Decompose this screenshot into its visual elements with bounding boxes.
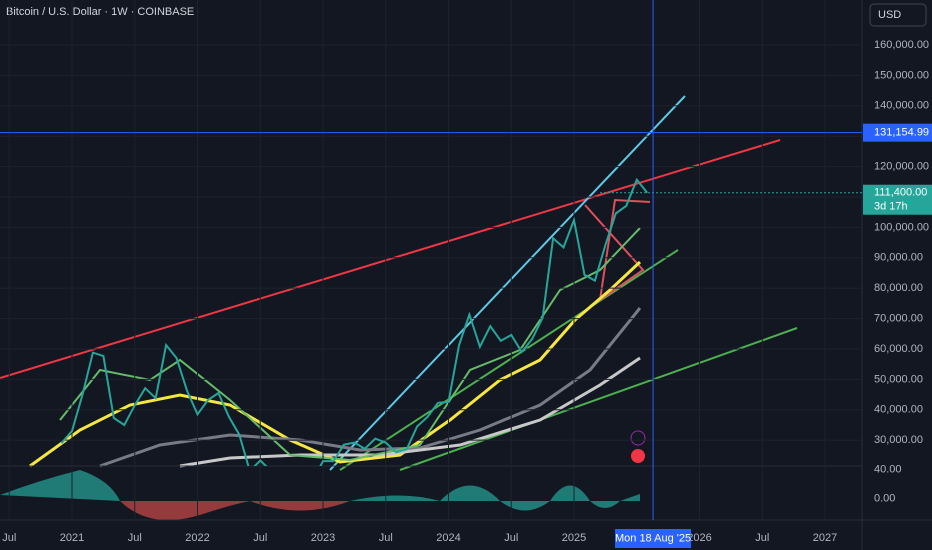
x-tick-label: Jul [253,532,267,544]
y-tick-label: 90,000.00 [874,252,923,264]
histogram-down [120,501,250,521]
indicator-tick-label: 0.00 [874,492,895,504]
crosshair-date: Mon 18 Aug '25 [615,532,691,544]
y-tick-label: 60,000.00 [874,343,923,355]
event-icon[interactable] [631,449,645,463]
y-tick-label: 70,000.00 [874,312,923,324]
moving-average [29,260,642,468]
event-icon[interactable] [630,430,646,446]
x-tick-label: 2026 [687,532,711,544]
x-tick-label: 2025 [562,532,586,544]
crosshair-date-tag [615,529,692,548]
currency-button[interactable] [869,3,927,27]
countdown: 3d 17h [874,201,908,213]
x-tick-label: Jul [128,532,142,544]
x-tick-label: Jul [755,532,769,544]
trend-line [339,249,679,471]
histogram [0,470,640,521]
crosshair-price-tag [863,123,932,142]
price-tag [863,184,932,215]
moving-average [59,227,641,462]
trend-line [399,327,798,471]
y-tick-label: 140,000.00 [874,100,929,112]
histogram-up [500,485,640,511]
y-tick-label: 40,000.00 [874,404,923,416]
trend-line [329,95,686,471]
x-tick-label: Jul [379,532,393,544]
moving-average [179,356,641,468]
y-tick-label: 100,000.00 [874,221,929,233]
y-tick-label: 80,000.00 [874,282,923,294]
histogram-down [250,501,350,511]
histogram-up [0,470,120,501]
x-tick-label: Jul [504,532,518,544]
x-tick-label: Jul [2,532,16,544]
chart-title: Bitcoin / U.S. Dollar · 1W · COINBASE [6,6,194,18]
histogram-up [350,485,500,501]
indicator-tick-label: 40.00 [874,464,902,476]
x-tick-label: 2024 [436,532,460,544]
y-tick-label: 120,000.00 [874,160,929,172]
x-tick-label: 2021 [60,532,84,544]
x-tick-label: 2023 [311,532,335,544]
price-tag-label: 111,400.00 [874,187,927,199]
y-tick-label: 150,000.00 [874,69,929,81]
trend-line [0,139,781,379]
currency[interactable]: USD [878,9,901,21]
y-tick-label: 50,000.00 [874,373,923,385]
price-line [60,177,648,466]
x-tick-label: 2027 [813,532,837,544]
x-tick-label: 2022 [185,532,209,544]
y-tick-label: 30,000.00 [874,434,923,446]
crosshair-price: 131,154.99 [874,127,929,139]
y-tick-label: 160,000.00 [874,39,929,51]
